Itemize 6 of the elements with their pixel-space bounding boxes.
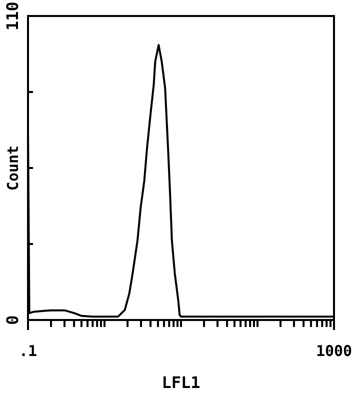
y-tick-label: 110 — [3, 2, 22, 30]
x-tick-label: .1 — [18, 342, 38, 360]
y-axis-title: Count — [4, 145, 22, 191]
y-tick-label: 0 — [3, 315, 22, 325]
x-axis-title: LFL1 — [162, 373, 200, 392]
x-tick-label: 1000 — [316, 342, 352, 360]
